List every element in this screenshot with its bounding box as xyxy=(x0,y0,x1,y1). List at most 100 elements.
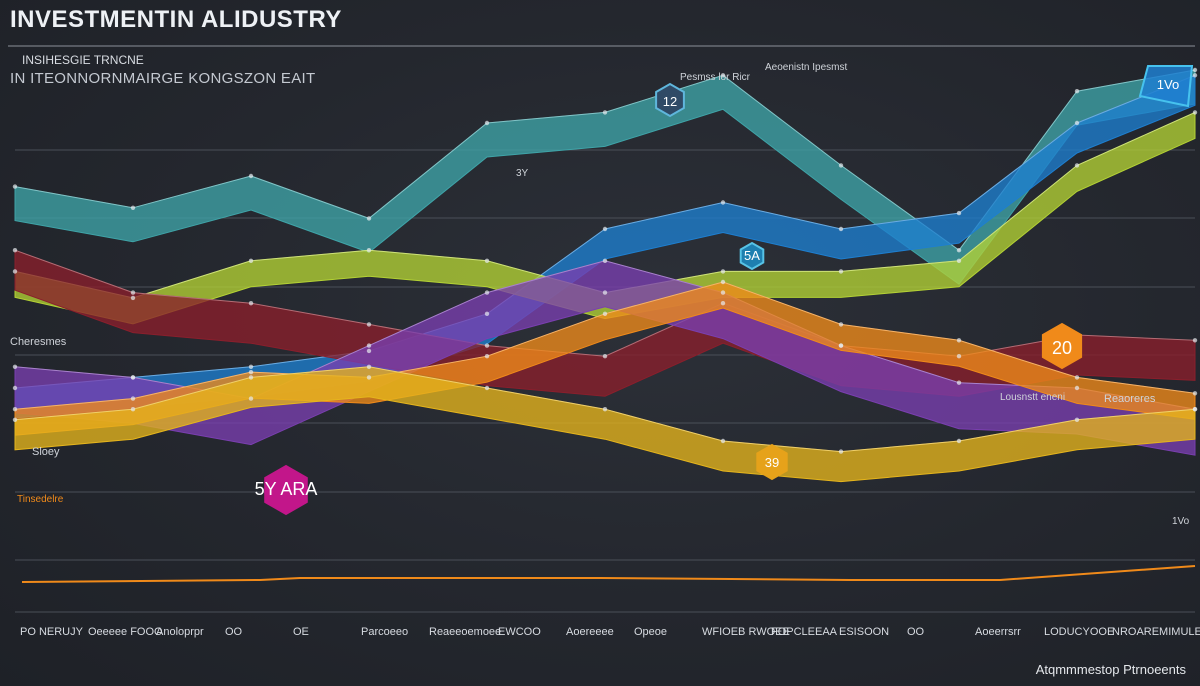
x-tick-label: ESISOON xyxy=(839,626,890,638)
data-point xyxy=(602,407,608,412)
series-area-purple xyxy=(14,260,1196,456)
x-tick-label: OE xyxy=(293,626,309,638)
annotation-label: 3Y xyxy=(516,168,529,179)
data-point xyxy=(248,258,254,263)
data-point xyxy=(838,322,844,327)
data-point xyxy=(366,375,372,380)
data-point xyxy=(366,216,372,221)
chart-series-areas xyxy=(14,69,1196,483)
data-point xyxy=(956,248,962,253)
value-badge: 5A xyxy=(739,241,765,271)
data-point xyxy=(720,269,726,274)
data-point xyxy=(248,375,254,380)
data-point xyxy=(12,385,18,391)
badge-shape xyxy=(655,82,685,118)
annotation-label: Aeoenistn Ipesmst xyxy=(765,62,848,73)
x-tick-label: Reaeeoemoee xyxy=(429,626,502,638)
x-tick-label: Aoeerrsrr xyxy=(975,626,1021,638)
badge-value: 12 xyxy=(663,94,677,109)
value-badge: 5Y ARA xyxy=(255,464,317,516)
data-point xyxy=(130,407,136,412)
annotation-label: Lousnstt eneni xyxy=(1000,392,1066,403)
data-point xyxy=(1074,375,1080,380)
data-point xyxy=(130,375,136,380)
x-tick-label: FOPCLEEAA xyxy=(771,626,838,638)
data-point xyxy=(602,258,608,263)
value-badge: 39 xyxy=(756,443,788,481)
data-point xyxy=(720,438,726,444)
data-point xyxy=(838,343,844,348)
data-point xyxy=(366,343,372,348)
data-point xyxy=(1192,391,1198,396)
arrow-head xyxy=(1138,65,1194,108)
value-badges: 12 5A 20 5Y ARA 39 1Vo xyxy=(255,65,1194,516)
chart-title: INVESTMENTIN ALIDUSTRY xyxy=(10,6,342,33)
series-area-lime xyxy=(14,111,1196,325)
data-point xyxy=(956,210,962,216)
data-point xyxy=(720,279,726,285)
badge-value: 39 xyxy=(765,455,779,470)
data-point xyxy=(248,173,254,179)
data-point xyxy=(484,311,490,316)
data-point xyxy=(1074,385,1080,391)
data-point xyxy=(720,200,726,205)
data-point xyxy=(838,163,844,168)
data-point xyxy=(12,248,18,253)
data-point xyxy=(12,269,18,274)
data-point xyxy=(366,364,372,369)
data-point xyxy=(1192,407,1198,412)
data-point xyxy=(248,396,254,401)
value-badge: 12 xyxy=(655,82,685,118)
x-tick-label: PO NERUJY xyxy=(20,626,83,638)
data-point xyxy=(1192,338,1198,343)
data-point xyxy=(366,348,372,354)
data-point xyxy=(720,73,726,78)
x-tick-label: Aoereeee xyxy=(566,626,614,638)
annotation-label: Tinsedelre xyxy=(17,494,64,505)
chart-point-markers xyxy=(12,67,1198,583)
chart-subtitle: INSIHESGIE TRNCNE xyxy=(22,53,144,67)
badge-value: 20 xyxy=(1052,338,1072,358)
data-point xyxy=(484,354,490,359)
data-point xyxy=(1192,110,1198,115)
data-point xyxy=(838,226,844,232)
data-point xyxy=(12,407,18,412)
data-point xyxy=(1192,67,1198,73)
chart-subtitle-secondary: IN ITEONNORNMAIRGE KONGSZON EAIT xyxy=(10,70,316,87)
data-point xyxy=(602,226,608,232)
data-point xyxy=(366,322,372,327)
data-point xyxy=(602,354,608,359)
data-point xyxy=(602,110,608,115)
data-point xyxy=(602,311,608,316)
data-point xyxy=(956,438,962,444)
data-point xyxy=(838,449,844,454)
x-tick-label: OO xyxy=(225,626,243,638)
series-area-yellow xyxy=(14,366,1196,483)
x-tick-label: Oeeeee FOOO xyxy=(88,626,163,638)
data-point xyxy=(130,396,136,401)
data-point xyxy=(484,290,490,295)
data-point xyxy=(1074,120,1080,126)
annotation-label: Sloey xyxy=(32,446,60,458)
data-point xyxy=(12,184,18,189)
data-point xyxy=(484,385,490,391)
trend-arrow-badge: 1Vo xyxy=(1138,65,1194,108)
badge-shape xyxy=(739,241,765,271)
footnote: Atqmmmestop Ptrnoeents xyxy=(1035,662,1186,677)
data-point xyxy=(956,354,962,359)
data-point xyxy=(956,380,962,385)
data-point xyxy=(1074,89,1080,94)
annotation-label: 1Vo xyxy=(1172,516,1190,527)
data-point xyxy=(130,290,136,295)
data-point xyxy=(484,258,490,263)
data-point xyxy=(248,364,254,369)
data-point xyxy=(12,417,18,422)
data-point xyxy=(484,120,490,126)
data-point xyxy=(720,290,726,295)
x-tick-label: WFIOEB RWOEE xyxy=(702,626,790,638)
x-tick-label: OO xyxy=(907,626,925,638)
x-tick-label: LODUCYOOE xyxy=(1044,626,1115,638)
arrow-value: 1Vo xyxy=(1157,77,1179,92)
baseline-series xyxy=(21,565,1196,583)
annotation-label: Cheresmes xyxy=(10,336,67,348)
